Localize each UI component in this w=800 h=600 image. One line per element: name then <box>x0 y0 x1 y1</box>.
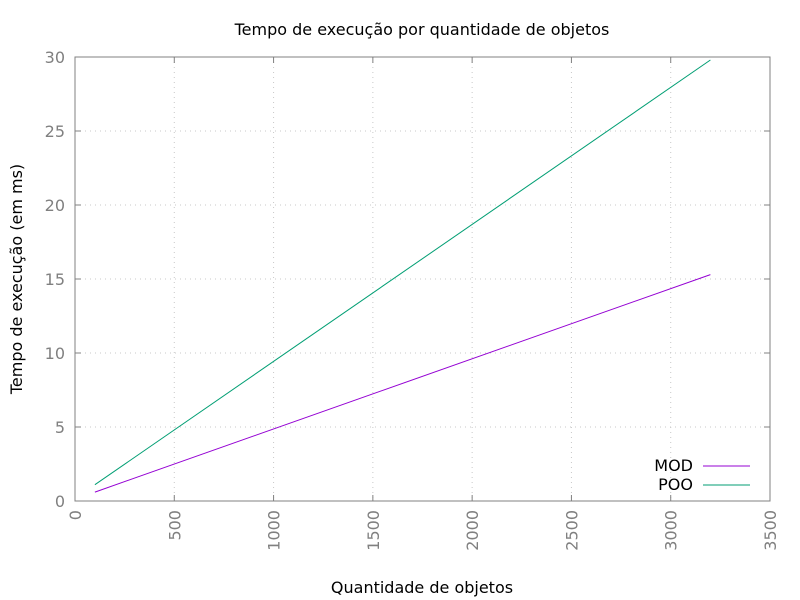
y-tick-label: 0 <box>55 492 65 511</box>
y-tick-label: 30 <box>45 48 65 67</box>
series-line-poo <box>94 59 711 486</box>
x-tick-label: 2500 <box>562 510 581 551</box>
x-tick-label: 500 <box>165 510 184 541</box>
x-tick-label: 2000 <box>463 510 482 551</box>
y-tick-label: 20 <box>45 196 65 215</box>
y-axis-label: Tempo de execução (em ms) <box>7 164 26 395</box>
ticks: 0 500 1000 1500 2000 2500 3000 3500 0 5 10 15 20 25 30 <box>45 48 780 551</box>
series-lines <box>94 59 711 493</box>
y-tick-label: 25 <box>45 122 65 141</box>
x-tick-label: 1000 <box>265 510 284 551</box>
x-tick-label: 0 <box>66 510 85 520</box>
x-tick-label: 1500 <box>364 510 383 551</box>
series-line-mod <box>94 274 711 493</box>
x-tick-label: 3500 <box>761 510 780 551</box>
grid <box>75 57 770 501</box>
y-tick-label: 5 <box>55 418 65 437</box>
x-axis-label: Quantidade de objetos <box>331 578 513 597</box>
x-tick-label: 3000 <box>662 510 681 551</box>
legend-label-mod: MOD <box>654 456 693 475</box>
chart-title: Tempo de execução por quantidade de obje… <box>234 20 610 39</box>
y-tick-label: 10 <box>45 344 65 363</box>
legend-label-poo: POO <box>658 475 693 494</box>
y-tick-label: 15 <box>45 270 65 289</box>
